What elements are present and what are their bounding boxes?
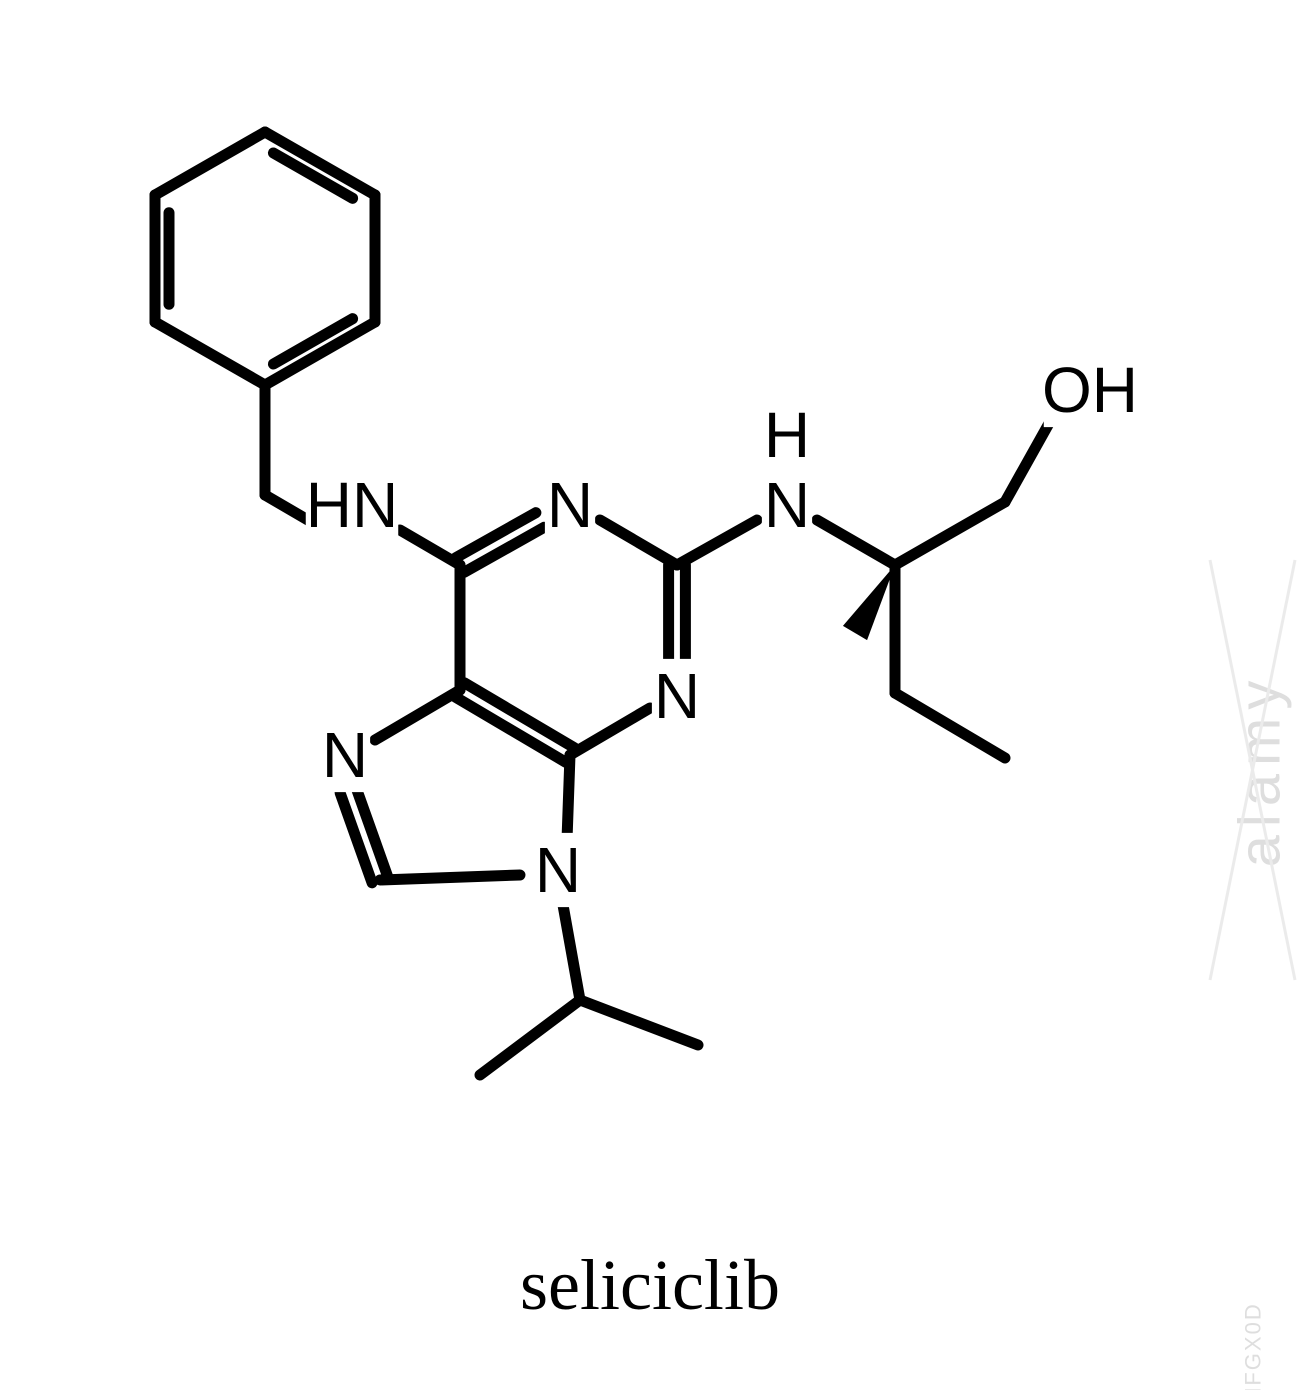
diagram-container: alamy2HFGX0DHNNHNOHNNNseliciclib	[0, 0, 1300, 1390]
background	[0, 0, 1300, 1390]
atom-label-N_pyr1: N	[547, 469, 593, 541]
atom-label-N_imid2: N	[535, 834, 581, 906]
atom-label-N_amine2_N: N	[764, 469, 810, 541]
atom-label-OH: OH	[1042, 354, 1138, 426]
compound-name: seliciclib	[520, 1245, 780, 1325]
bond	[567, 755, 570, 840]
atom-label-N_amine2_H: H	[764, 399, 810, 471]
atom-label-N_pyr2: N	[654, 660, 700, 732]
atom-label-N_imid1: N	[322, 719, 368, 791]
atom-label-HN1: HN	[306, 469, 398, 541]
watermark-code: 2HFGX0D	[1241, 1302, 1266, 1390]
molecule-svg: alamy2HFGX0DHNNHNOHNNNseliciclib	[0, 0, 1300, 1390]
bond	[380, 875, 520, 880]
